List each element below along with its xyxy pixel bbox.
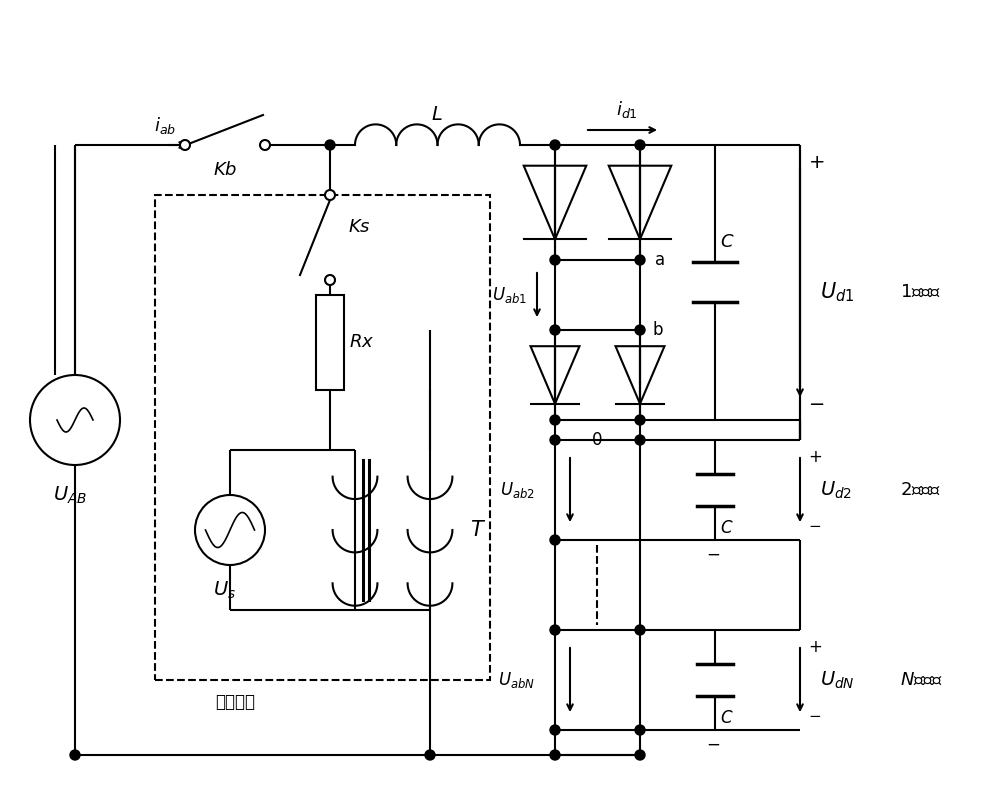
Text: a: a xyxy=(655,251,665,269)
Circle shape xyxy=(550,625,560,635)
Text: $\mathit{U}_{d1}$: $\mathit{U}_{d1}$ xyxy=(820,280,854,304)
Circle shape xyxy=(550,140,560,150)
Circle shape xyxy=(550,725,560,735)
Text: $\mathit{U}_{AB}$: $\mathit{U}_{AB}$ xyxy=(53,485,87,506)
Circle shape xyxy=(635,750,645,760)
Text: $+$: $+$ xyxy=(808,153,824,172)
Text: $\mathit{U}_{d2}$: $\mathit{U}_{d2}$ xyxy=(820,479,852,500)
Circle shape xyxy=(635,415,645,425)
Circle shape xyxy=(550,415,560,425)
Text: $\mathit{U}_{dN}$: $\mathit{U}_{dN}$ xyxy=(820,669,855,691)
Circle shape xyxy=(635,255,645,265)
Text: $N$号模块: $N$号模块 xyxy=(900,671,943,689)
Text: b: b xyxy=(652,321,662,339)
Text: $-$: $-$ xyxy=(808,707,821,722)
Text: 启动电路: 启动电路 xyxy=(215,693,255,711)
Text: $1$号模块: $1$号模块 xyxy=(900,283,941,301)
Circle shape xyxy=(425,750,435,760)
Text: $C$: $C$ xyxy=(720,709,734,727)
Text: $\mathit{Rx}$: $\mathit{Rx}$ xyxy=(349,333,374,351)
Circle shape xyxy=(635,625,645,635)
Bar xyxy=(555,440,640,540)
Circle shape xyxy=(325,190,335,200)
Text: $+$: $+$ xyxy=(808,638,822,656)
Text: $-$: $-$ xyxy=(706,545,720,563)
Text: $L$: $L$ xyxy=(431,105,443,125)
Text: $T$: $T$ xyxy=(470,520,486,540)
Circle shape xyxy=(635,140,645,150)
Text: $\mathit{i}_{d1}$: $\mathit{i}_{d1}$ xyxy=(616,99,638,121)
Circle shape xyxy=(70,750,80,760)
Circle shape xyxy=(180,140,190,150)
Circle shape xyxy=(550,435,560,445)
Circle shape xyxy=(550,750,560,760)
Text: $-$: $-$ xyxy=(808,517,821,532)
Circle shape xyxy=(635,325,645,335)
Text: $2$号模块: $2$号模块 xyxy=(900,481,941,499)
Circle shape xyxy=(635,725,645,735)
Bar xyxy=(155,195,490,680)
Circle shape xyxy=(260,140,270,150)
Circle shape xyxy=(550,325,560,335)
Text: $-$: $-$ xyxy=(808,393,824,412)
Text: $\mathit{U}_s$: $\mathit{U}_s$ xyxy=(213,580,237,600)
Text: $C$: $C$ xyxy=(720,233,735,251)
Text: $-$: $-$ xyxy=(706,735,720,753)
Bar xyxy=(555,630,640,730)
Circle shape xyxy=(325,275,335,285)
Text: $\mathit{U}_{ab1}$: $\mathit{U}_{ab1}$ xyxy=(492,285,528,305)
Text: $\mathit{U}_{ab2}$: $\mathit{U}_{ab2}$ xyxy=(500,480,535,500)
Circle shape xyxy=(550,255,560,265)
Circle shape xyxy=(635,435,645,445)
Circle shape xyxy=(550,535,560,545)
Text: $+$: $+$ xyxy=(808,448,822,466)
Text: $\mathit{Ks}$: $\mathit{Ks}$ xyxy=(348,218,371,236)
Bar xyxy=(316,295,344,390)
Text: $C$: $C$ xyxy=(720,519,734,537)
Text: 0: 0 xyxy=(592,431,602,449)
Text: $\mathit{Kb}$: $\mathit{Kb}$ xyxy=(213,161,237,179)
Text: $\mathit{i}_{ab}$: $\mathit{i}_{ab}$ xyxy=(154,114,176,136)
Circle shape xyxy=(325,140,335,150)
Text: $\mathit{U}_{abN}$: $\mathit{U}_{abN}$ xyxy=(498,670,535,690)
